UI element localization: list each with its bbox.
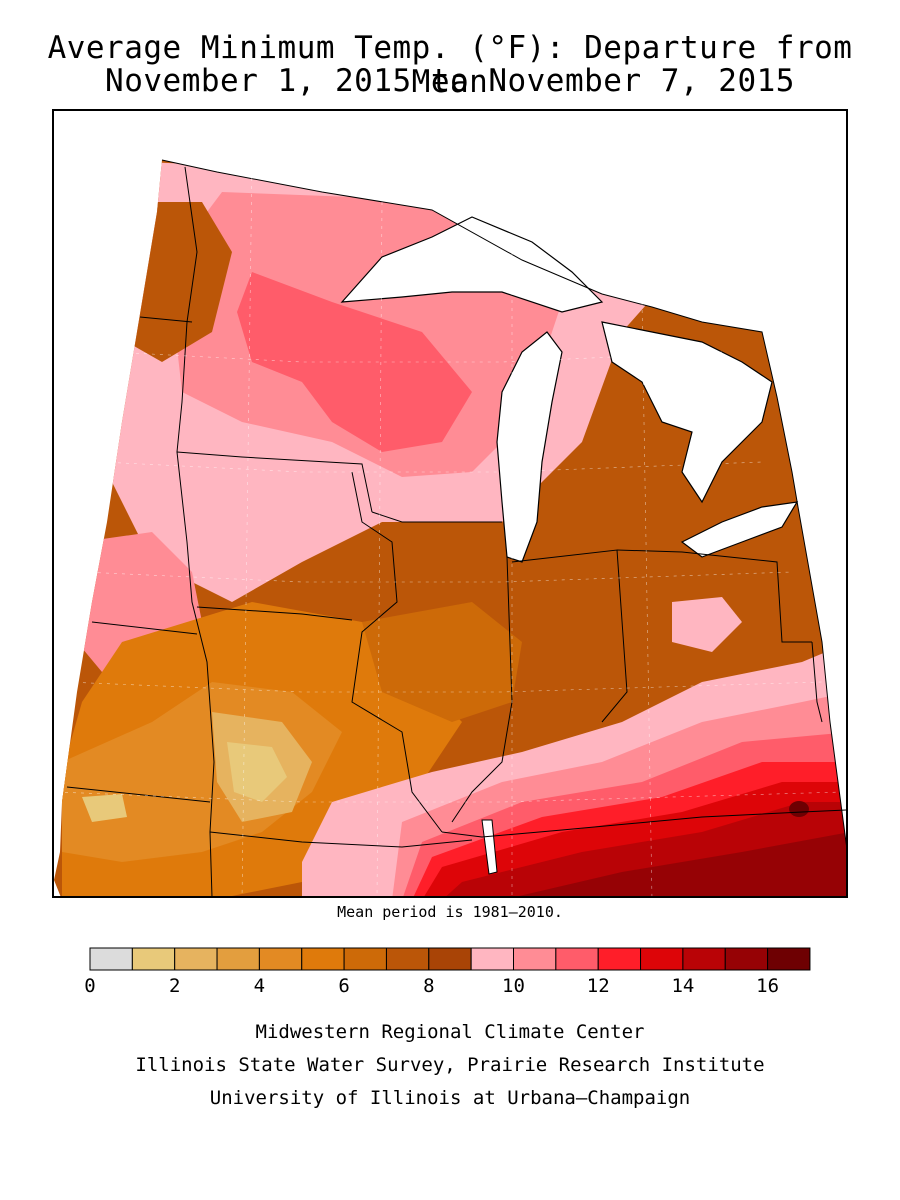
- field-east-pink: [672, 597, 742, 652]
- legend-ticks: 0 2 4 6 8 10 12 14 16: [84, 975, 779, 997]
- departure-map: [54, 159, 846, 896]
- legend-bin-1: [131, 947, 176, 971]
- field-northwest-strip: [127, 202, 232, 362]
- legend-bin-11: [555, 947, 599, 971]
- legend-tick-label: 4: [254, 975, 265, 997]
- legend-tick-label: 6: [338, 975, 349, 997]
- legend-bin-9: [470, 947, 514, 971]
- legend-bin-5: [301, 947, 345, 971]
- credit-isws: Illinois State Water Survey, Prairie Res…: [135, 1054, 765, 1076]
- legend-bin-7: [385, 947, 430, 971]
- legend-bin-0: [89, 947, 133, 971]
- map-title-line1: Average Minimum Temp. (°F): Departure fr…: [47, 30, 853, 100]
- domain-outline: [161, 159, 846, 846]
- field-band-2: [227, 742, 287, 802]
- legend-tick-label: 10: [502, 975, 525, 997]
- color-legend: 0 2 4 6 8 10 12 14 16: [84, 947, 811, 997]
- legend-bin-12: [597, 947, 642, 971]
- graticule: [56, 161, 843, 896]
- legend-tick-label: 12: [587, 975, 610, 997]
- credit-mrcc: Midwestern Regional Climate Center: [255, 1021, 645, 1043]
- map-title-line2: November 1, 2015 to November 7, 2015: [105, 63, 795, 99]
- legend-bin-4: [258, 947, 303, 971]
- field-south-band-15: [502, 832, 846, 896]
- lake-michigan: [496, 331, 563, 563]
- mean-period-note: Mean period is 1981–2010.: [337, 903, 563, 921]
- credit-uiuc: University of Illinois at Urbana–Champai…: [209, 1087, 691, 1109]
- map-frame: [52, 109, 848, 898]
- legend-tick-label: 0: [84, 975, 95, 997]
- legend-bin-14: [682, 947, 726, 971]
- legend-bin-13: [640, 947, 684, 971]
- legend-bins: [89, 947, 811, 971]
- legend-bin-10: [513, 947, 557, 971]
- field-peak-16: [789, 801, 809, 817]
- legend-tick-label: 8: [423, 975, 434, 997]
- legend-bin-3: [216, 947, 260, 971]
- river-reservoir: [481, 819, 498, 875]
- legend-tick-label: 14: [671, 975, 694, 997]
- field-west-patch: [82, 794, 127, 822]
- legend-bin-6: [343, 947, 387, 971]
- lake-superior: [340, 216, 604, 313]
- legend-bin-2: [174, 947, 218, 971]
- field-band-7: [362, 602, 522, 722]
- legend-bin-8: [428, 947, 472, 971]
- legend-bin-15: [724, 947, 769, 971]
- legend-bin-16: [767, 947, 811, 971]
- legend-tick-label: 2: [169, 975, 180, 997]
- lake-huron: [601, 321, 773, 504]
- legend-tick-label: 16: [756, 975, 779, 997]
